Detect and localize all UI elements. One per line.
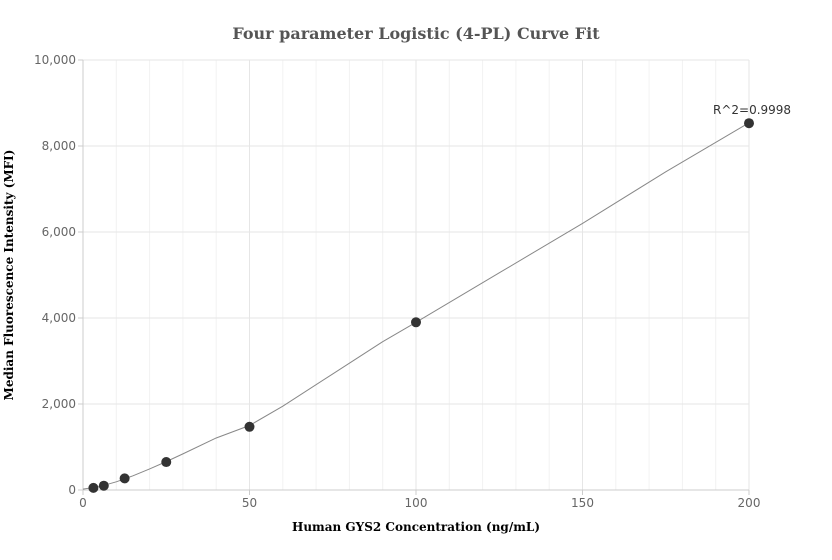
chart-title: Four parameter Logistic (4-PL) Curve Fit <box>232 24 600 43</box>
y-axis-title: Median Fluorescence Intensity (MFI) <box>2 150 16 401</box>
data-point <box>244 421 255 432</box>
y-tick-label: 0 <box>68 483 76 497</box>
x-tick-label: 50 <box>242 496 257 510</box>
x-tick-label: 100 <box>405 496 428 510</box>
data-point <box>88 482 99 493</box>
y-tick-label: 4,000 <box>42 311 76 325</box>
x-axis-title: Human GYS2 Concentration (ng/mL) <box>292 520 540 534</box>
axes <box>78 59 750 495</box>
annotations: R^2=0.9998 <box>713 103 791 117</box>
y-tick-label: 2,000 <box>42 397 76 411</box>
data-points <box>88 118 754 493</box>
data-point <box>411 317 421 328</box>
x-tick-label: 150 <box>571 496 594 510</box>
x-tick-label: 200 <box>738 496 761 510</box>
data-point <box>744 118 754 129</box>
data-point <box>161 457 172 468</box>
y-tick-label: 6,000 <box>42 225 76 239</box>
data-point <box>119 473 130 484</box>
r-squared-label: R^2=0.9998 <box>713 103 791 117</box>
y-tick-label: 8,000 <box>42 139 76 153</box>
x-tick-label: 0 <box>79 496 87 510</box>
tick-labels: 0 50 100 150 200 0 2,000 4,000 6,000 8,000 10,000 <box>34 53 760 510</box>
y-tick-label: 10,000 <box>34 53 76 67</box>
gridlines <box>83 59 750 490</box>
data-point <box>98 480 109 491</box>
